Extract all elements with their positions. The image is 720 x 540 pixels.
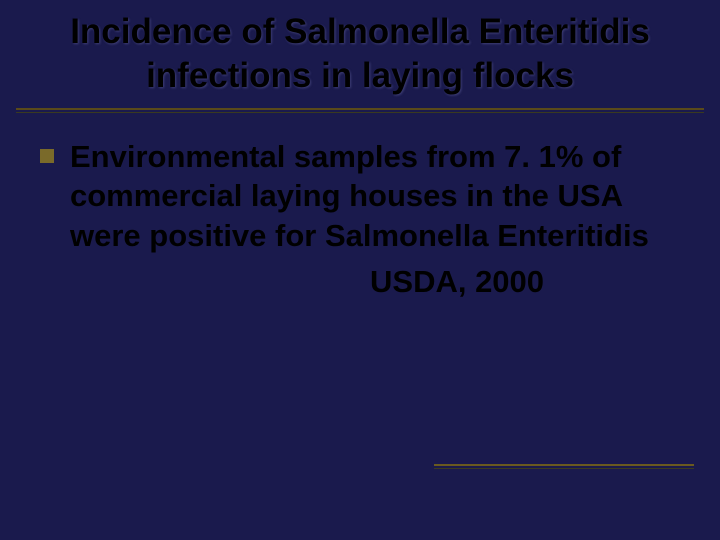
body-area: Environmental samples from 7. 1% of comm… [0, 111, 720, 300]
bottom-rule-line1 [434, 464, 694, 466]
title-area: Incidence of Salmonella Enteritidis infe… [0, 0, 720, 98]
citation-text: USDA, 2000 [40, 264, 680, 300]
title-rule-line1 [16, 108, 704, 110]
bullet-item: Environmental samples from 7. 1% of comm… [40, 137, 680, 256]
bottom-rule-line2 [434, 468, 694, 469]
title-rule-line2 [16, 112, 704, 113]
bullet-text: Environmental samples from 7. 1% of comm… [70, 137, 680, 256]
slide: Incidence of Salmonella Enteritidis infe… [0, 0, 720, 540]
slide-title: Incidence of Salmonella Enteritidis infe… [24, 10, 696, 98]
square-bullet-icon [40, 149, 54, 163]
bottom-rule [434, 464, 694, 470]
title-rule [16, 108, 704, 111]
